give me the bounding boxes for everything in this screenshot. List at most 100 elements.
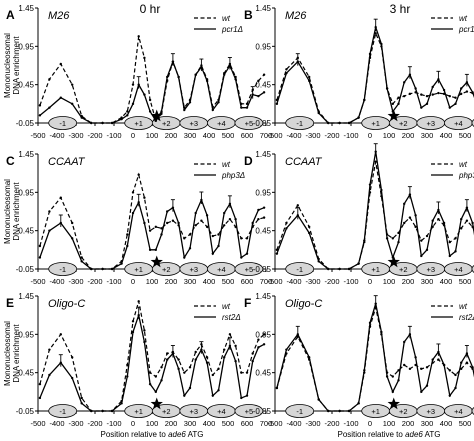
panel-b: -0.05 0.45 0.95 1.45 -500 -400 -300 -200 -100 0 10… — [244, 4, 474, 140]
star-marker — [150, 397, 163, 410]
data-point — [38, 114, 42, 117]
data-point — [262, 206, 266, 209]
data-point — [137, 173, 140, 176]
data-point — [471, 91, 474, 94]
data-point — [166, 75, 169, 79]
data-point — [448, 254, 451, 258]
data-point — [143, 93, 146, 96]
data-point — [308, 75, 311, 79]
data-point — [126, 233, 129, 236]
data-point — [131, 191, 135, 194]
data-point — [308, 79, 311, 83]
nucleosome-+5 — [471, 407, 474, 415]
data-point — [228, 333, 232, 336]
data-point — [90, 267, 93, 271]
data-point — [397, 102, 400, 106]
x-tick-label: 400 — [440, 131, 453, 140]
data-point — [471, 221, 474, 225]
data-point — [59, 333, 62, 336]
data-point — [397, 379, 400, 382]
nucleosome-label: +4 — [454, 119, 463, 128]
data-point — [126, 114, 129, 117]
x-tick-label: 400 — [203, 131, 216, 140]
data-point — [48, 348, 51, 351]
data-point — [137, 300, 140, 303]
data-point — [408, 92, 412, 96]
star-marker — [150, 255, 163, 268]
data-point — [131, 211, 135, 215]
x-tick-label: -400 — [49, 131, 64, 140]
nucleosome-label: +4 — [217, 407, 226, 416]
legend-label: wt — [222, 302, 231, 311]
data-point — [420, 254, 423, 258]
nucleosome-label: +1 — [134, 407, 143, 416]
data-point — [177, 358, 180, 361]
x-tick-label: -400 — [49, 419, 64, 428]
nucleosome-label: +2 — [162, 407, 171, 416]
data-point — [257, 338, 260, 341]
data-point — [347, 267, 351, 271]
x-tick-label: -100 — [343, 131, 358, 140]
data-point — [414, 214, 417, 217]
data-point — [391, 110, 394, 113]
data-point — [397, 369, 400, 372]
y-tick-label: 1.45 — [18, 150, 34, 159]
data-point — [166, 221, 169, 225]
x-tick-label: -100 — [106, 277, 121, 286]
data-point — [357, 262, 360, 265]
x-tick-label: 0 — [131, 131, 135, 140]
data-point — [234, 217, 237, 221]
x-axis-label: Position relative to ade6 ATG — [337, 430, 440, 439]
y-tick-label: 1.45 — [18, 4, 34, 13]
nucleosome--1 — [285, 404, 315, 418]
data-point — [38, 104, 42, 107]
nucleosome-label: +3 — [427, 407, 436, 416]
data-point — [126, 110, 129, 113]
nucleosome-label: +4 — [454, 407, 463, 416]
data-point — [403, 363, 406, 367]
site-label: M26 — [285, 10, 307, 22]
data-point — [211, 108, 214, 112]
x-tick-label: 600 — [241, 419, 254, 428]
nucleosome-label: +1 — [371, 265, 380, 274]
x-tick-label: 200 — [402, 277, 415, 286]
data-point — [137, 35, 140, 38]
star-marker — [387, 255, 400, 268]
data-point — [71, 102, 74, 106]
y-axis-label: MononucleosomalDNA enrichment — [3, 321, 21, 386]
x-tick-label: 300 — [184, 277, 197, 286]
data-point — [403, 340, 406, 344]
data-point — [454, 102, 457, 106]
data-point — [148, 229, 152, 232]
data-point — [154, 390, 157, 394]
data-point — [223, 73, 226, 76]
panel-a: -0.05 0.45 0.95 1.45 -500 -400 -300 -200 -100 0 10… — [3, 4, 272, 140]
data-point — [126, 375, 129, 378]
data-point — [234, 359, 237, 363]
data-point — [391, 390, 394, 394]
panel-d: -0.05 0.45 0.95 1.45 -500 -400 -300 -200 -100 0 10… — [244, 143, 474, 286]
data-point — [120, 262, 123, 265]
x-tick-label: 300 — [421, 419, 434, 428]
data-point — [194, 211, 197, 215]
data-point — [59, 96, 62, 99]
data-point — [338, 267, 341, 271]
data-point — [431, 358, 434, 361]
x-tick-label: -100 — [106, 131, 121, 140]
data-point — [143, 196, 146, 199]
x-tick-label: 500 — [222, 131, 235, 140]
legend-label: wt — [222, 160, 231, 169]
x-axis-label: Position relative to ade6 ATG — [100, 430, 203, 439]
data-point — [397, 96, 400, 99]
nucleosome-+5 — [234, 262, 264, 276]
data-point — [59, 196, 62, 199]
data-point — [211, 394, 214, 397]
data-point — [465, 90, 469, 93]
data-point — [262, 91, 266, 94]
nucleosome-label: -1 — [59, 407, 66, 416]
data-point — [131, 83, 135, 86]
data-point — [154, 248, 157, 252]
data-point — [460, 217, 463, 221]
data-point — [71, 83, 74, 86]
data-point — [448, 94, 451, 98]
